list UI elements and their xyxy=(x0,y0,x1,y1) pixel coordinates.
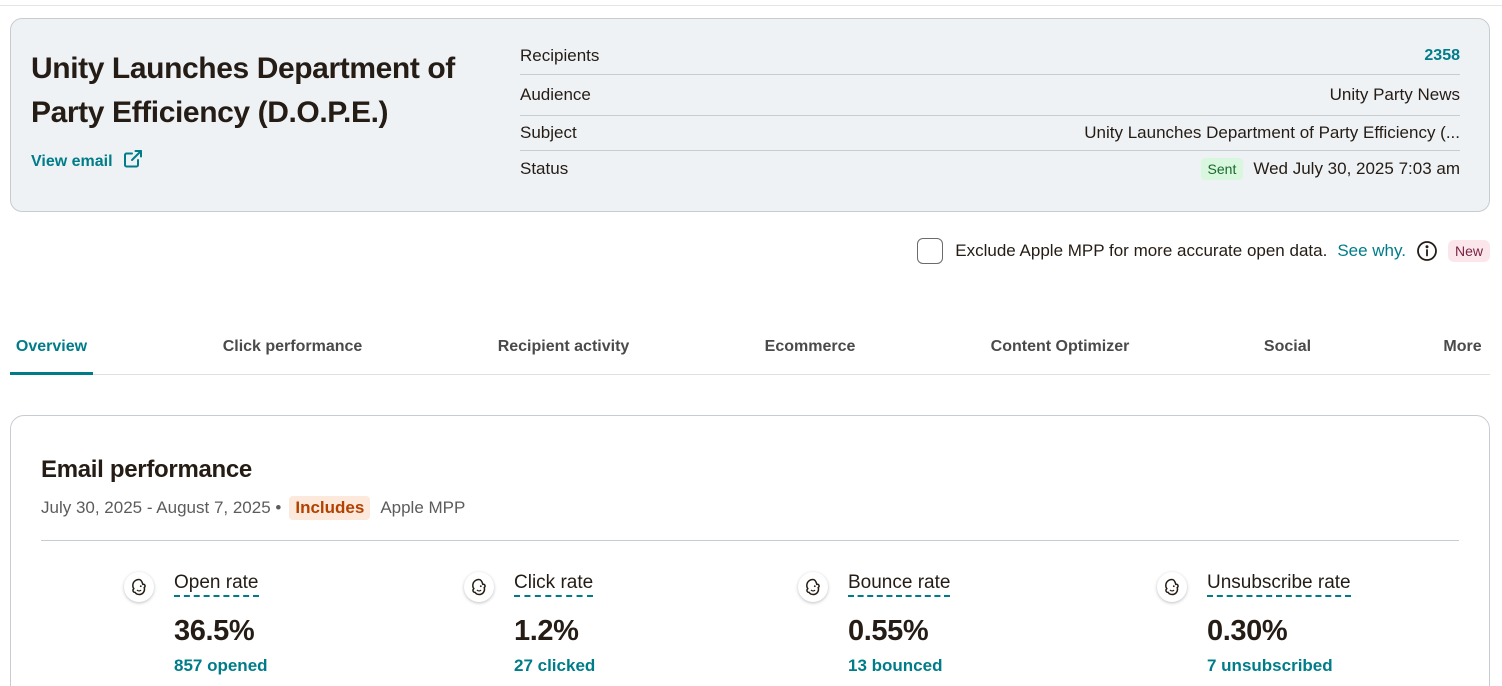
exclude-mpp-label: Exclude Apple MPP for more accurate open… xyxy=(955,241,1328,260)
date-range: July 30, 2025 - August 7, 2025 • xyxy=(41,498,282,517)
unsubscribe-rate-label[interactable]: Unsubscribe rate xyxy=(1207,572,1351,597)
status-badge: Sent xyxy=(1200,158,1244,180)
subject-label: Subject xyxy=(520,123,577,142)
open-rate-label[interactable]: Open rate xyxy=(174,572,259,597)
campaign-title: Unity Launches Department of Party Effic… xyxy=(31,52,455,129)
campaign-summary-card: Unity Launches Department of Party Effic… xyxy=(10,18,1490,212)
email-performance-title: Email performance xyxy=(41,456,252,483)
unsubscribe-rate-value: 0.30% xyxy=(1207,615,1288,647)
view-email-link[interactable]: View email xyxy=(31,149,143,174)
bounce-rate-stat: Bounce rate 0.55% 13 bounced xyxy=(798,572,951,676)
performance-divider xyxy=(41,540,1459,541)
subject-value: Unity Launches Department of Party Effic… xyxy=(1084,123,1460,142)
recipients-row: Recipients 2358 xyxy=(520,37,1460,75)
bounce-rate-label[interactable]: Bounce rate xyxy=(848,572,951,597)
mailchimp-icon xyxy=(798,572,828,602)
tab-social[interactable]: Social xyxy=(1263,338,1312,355)
open-rate-value: 36.5% xyxy=(174,615,255,647)
tab-recipient-activity[interactable]: Recipient activity xyxy=(497,338,630,355)
report-tabs: Overview Click performance Recipient act… xyxy=(10,320,1490,375)
bounced-count-link[interactable]: 13 bounced xyxy=(848,656,943,675)
exclude-mpp-row: Exclude Apple MPP for more accurate open… xyxy=(917,237,1490,265)
mailchimp-icon xyxy=(124,572,154,602)
mailchimp-icon xyxy=(464,572,494,602)
recipients-label: Recipients xyxy=(520,45,600,65)
email-performance-card: Email performance July 30, 2025 - August… xyxy=(10,415,1490,686)
tab-overview[interactable]: Overview xyxy=(10,320,93,375)
status-value: Sent Wed July 30, 2025 7:03 am xyxy=(1200,158,1460,180)
sent-date: Wed July 30, 2025 7:03 am xyxy=(1253,159,1460,178)
status-row: Status Sent Wed July 30, 2025 7:03 am xyxy=(520,151,1460,187)
tab-more[interactable]: More xyxy=(1443,338,1482,355)
top-divider xyxy=(0,5,1502,6)
external-link-icon xyxy=(123,149,143,174)
unsubscribed-count-link[interactable]: 7 unsubscribed xyxy=(1207,656,1333,675)
apple-mpp-label: Apple MPP xyxy=(380,498,466,517)
unsubscribe-rate-stat: Unsubscribe rate 0.30% 7 unsubscribed xyxy=(1157,572,1351,676)
click-rate-label[interactable]: Click rate xyxy=(514,572,594,597)
exclude-mpp-checkbox[interactable] xyxy=(917,238,944,264)
see-why-link[interactable]: See why. xyxy=(1337,241,1406,260)
click-rate-value: 1.2% xyxy=(514,615,579,647)
performance-date-range: July 30, 2025 - August 7, 2025 • Include… xyxy=(41,496,465,520)
campaign-details: Recipients 2358 Audience Unity Party New… xyxy=(520,37,1460,187)
audience-label: Audience xyxy=(520,85,591,104)
bounce-rate-value: 0.55% xyxy=(848,615,929,647)
recipients-count-link[interactable]: 2358 xyxy=(1424,46,1460,64)
includes-badge: Includes xyxy=(289,496,371,520)
tab-content-optimizer[interactable]: Content Optimizer xyxy=(990,338,1130,355)
tab-click-performance[interactable]: Click performance xyxy=(222,338,363,355)
view-email-label: View email xyxy=(31,152,113,170)
tab-ecommerce[interactable]: Ecommerce xyxy=(764,338,856,355)
click-rate-stat: Click rate 1.2% 27 clicked xyxy=(464,572,596,676)
clicked-count-link[interactable]: 27 clicked xyxy=(514,656,596,675)
new-badge: New xyxy=(1447,240,1490,262)
info-icon[interactable] xyxy=(1416,240,1438,262)
audience-row: Audience Unity Party News xyxy=(520,75,1460,116)
audience-value: Unity Party News xyxy=(1329,85,1460,104)
opened-count-link[interactable]: 857 opened xyxy=(174,656,268,675)
subject-row: Subject Unity Launches Department of Par… xyxy=(520,116,1460,151)
open-rate-stat: Open rate 36.5% 857 opened xyxy=(124,572,268,676)
mailchimp-icon xyxy=(1157,572,1187,602)
status-label: Status xyxy=(520,159,569,178)
